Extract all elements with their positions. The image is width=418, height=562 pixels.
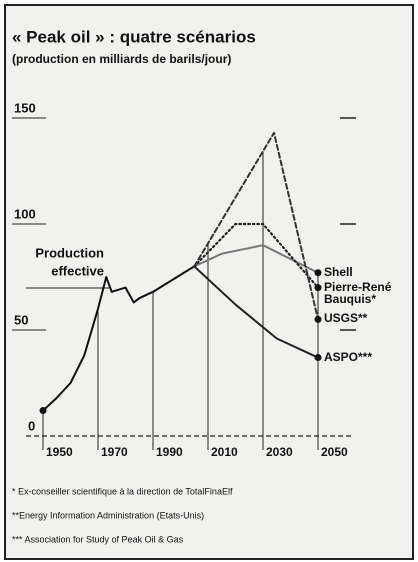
footnote: *** Association for Study of Peak Oil & … bbox=[12, 534, 184, 544]
series-label: Shell bbox=[324, 264, 353, 279]
annotation: effective bbox=[51, 263, 104, 278]
x-tick-label: 1990 bbox=[156, 445, 183, 459]
x-tick-label: 2010 bbox=[211, 445, 238, 459]
end-dot bbox=[314, 269, 322, 277]
annotation: Production bbox=[35, 245, 104, 260]
series-line bbox=[193, 131, 319, 321]
series-label: Pierre-René Bauquis* bbox=[324, 279, 392, 306]
y-tick-label: 100 bbox=[14, 206, 36, 221]
y-tick-label: 50 bbox=[14, 312, 28, 327]
x-tick-label: 2030 bbox=[266, 445, 293, 459]
start-dot bbox=[39, 407, 47, 415]
end-dot bbox=[314, 315, 322, 323]
x-tick-label: 1950 bbox=[46, 445, 73, 459]
end-dot bbox=[314, 284, 322, 292]
series-line bbox=[42, 265, 196, 412]
frame bbox=[4, 4, 414, 560]
end-dot bbox=[314, 354, 322, 362]
series-label: USGS** bbox=[324, 311, 368, 326]
chart-subtitle: (production en milliards de barils/jour) bbox=[12, 52, 231, 66]
series-line bbox=[193, 244, 319, 274]
footnote: * Ex-conseiller scientifique à la direct… bbox=[12, 486, 233, 496]
series-label: ASPO*** bbox=[324, 349, 373, 364]
series-line bbox=[193, 222, 320, 289]
footnote: **Energy Information Administration (Eta… bbox=[12, 510, 204, 520]
x-tick-label: 1970 bbox=[101, 445, 128, 459]
y-tick-label: 150 bbox=[14, 100, 36, 115]
series-line bbox=[193, 265, 319, 359]
y-tick-label: 0 bbox=[28, 418, 35, 433]
x-tick-label: 2050 bbox=[321, 445, 348, 459]
chart-title: « Peak oil » : quatre scénarios bbox=[12, 27, 256, 46]
